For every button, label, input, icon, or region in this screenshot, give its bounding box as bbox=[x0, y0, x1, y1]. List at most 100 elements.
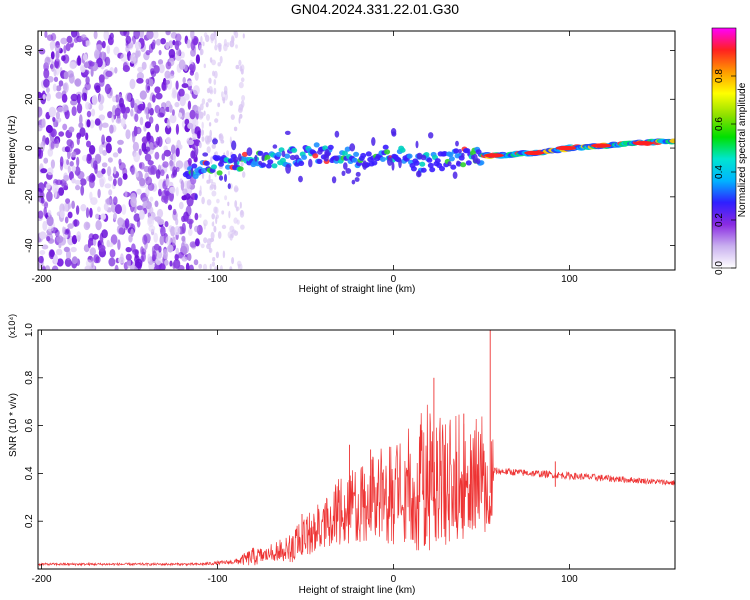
noise-blob bbox=[48, 106, 56, 118]
ridge-blob bbox=[272, 144, 278, 149]
noise-blob bbox=[198, 141, 202, 149]
noise-blob bbox=[101, 134, 105, 145]
noise-blob bbox=[98, 144, 103, 155]
noise-blob bbox=[38, 262, 41, 270]
noise-blob bbox=[166, 118, 171, 129]
noise-blob bbox=[214, 266, 218, 270]
noise-blob bbox=[203, 237, 208, 244]
noise-blob bbox=[153, 232, 158, 243]
noise-blob bbox=[46, 215, 54, 227]
noise-blob bbox=[50, 61, 55, 72]
noise-blob bbox=[175, 33, 182, 42]
ridge-blob bbox=[202, 152, 209, 157]
noise-blob bbox=[170, 144, 176, 155]
noise-blob bbox=[97, 188, 101, 199]
noise-blob bbox=[117, 147, 122, 154]
noise-blob bbox=[213, 225, 217, 233]
noise-blob bbox=[47, 226, 54, 232]
noise-blob bbox=[195, 106, 202, 114]
noise-blob bbox=[50, 141, 55, 150]
noise-blob bbox=[119, 97, 124, 108]
noise-blob bbox=[60, 37, 68, 45]
noise-blob bbox=[230, 114, 235, 120]
noise-blob bbox=[169, 159, 174, 167]
noise-blob bbox=[41, 118, 46, 128]
noise-blob bbox=[175, 147, 180, 157]
noise-blob bbox=[234, 200, 238, 208]
noise-blob bbox=[233, 126, 238, 132]
noise-blob bbox=[58, 131, 65, 137]
noise-blob bbox=[113, 46, 120, 56]
noise-blob bbox=[169, 191, 174, 202]
noise-blob bbox=[235, 64, 240, 70]
noise-blob bbox=[144, 106, 149, 115]
snr-x-label: Height of straight line (km) bbox=[299, 585, 416, 596]
noise-blob bbox=[205, 140, 210, 145]
noise-blob bbox=[144, 146, 151, 152]
spectrogram-frame bbox=[37, 30, 676, 271]
noise-blob bbox=[155, 123, 160, 133]
noise-blob bbox=[206, 146, 211, 154]
noise-blob bbox=[143, 200, 148, 207]
noise-blob bbox=[240, 224, 245, 230]
ridge-blob bbox=[439, 166, 445, 172]
noise-blob bbox=[185, 205, 192, 217]
noise-blob bbox=[108, 175, 113, 182]
noise-blob bbox=[154, 86, 161, 94]
ridge-blob bbox=[669, 138, 675, 144]
noise-blob bbox=[66, 159, 70, 166]
noise-blob bbox=[181, 256, 188, 262]
ridge-blob bbox=[271, 163, 278, 169]
noise-blob bbox=[208, 122, 212, 127]
spectrogram-y-tick-label: 40 bbox=[24, 45, 35, 57]
noise-blob bbox=[71, 235, 78, 245]
noise-blob bbox=[115, 118, 122, 124]
noise-blob bbox=[189, 109, 196, 120]
noise-blob bbox=[182, 188, 188, 195]
noise-blob bbox=[130, 164, 135, 176]
ridge-blob bbox=[420, 167, 427, 173]
noise-blob bbox=[107, 111, 113, 119]
noise-blob bbox=[229, 225, 235, 233]
snr-x-tick-label: -100 bbox=[207, 574, 227, 585]
noise-blob bbox=[180, 51, 185, 59]
ridge-blob bbox=[399, 147, 406, 153]
noise-blob bbox=[187, 122, 194, 129]
noise-blob bbox=[47, 167, 54, 176]
spectrogram-noise-layer bbox=[38, 31, 246, 270]
noise-blob bbox=[68, 126, 75, 133]
noise-blob bbox=[76, 136, 80, 146]
noise-blob bbox=[103, 31, 110, 41]
ridge-blob bbox=[233, 156, 239, 163]
noise-blob bbox=[138, 148, 142, 156]
noise-blob bbox=[152, 31, 159, 39]
noise-blob bbox=[181, 195, 187, 201]
noise-blob bbox=[136, 188, 142, 195]
snr-y-label: SNR (10 * v/v) bbox=[8, 393, 19, 457]
noise-blob bbox=[206, 87, 210, 94]
noise-blob bbox=[85, 76, 90, 85]
noise-blob bbox=[43, 78, 50, 88]
noise-blob bbox=[54, 44, 61, 53]
ridge-blob bbox=[312, 153, 319, 159]
noise-blob bbox=[100, 51, 106, 60]
noise-blob bbox=[186, 39, 191, 49]
noise-blob bbox=[147, 160, 154, 166]
noise-blob bbox=[62, 123, 68, 131]
snr-y-tick-label: 0.8 bbox=[24, 370, 35, 384]
noise-blob bbox=[192, 133, 198, 139]
ridge-blob bbox=[237, 166, 244, 172]
noise-blob bbox=[201, 129, 204, 137]
noise-blob bbox=[169, 114, 177, 124]
noise-blob bbox=[190, 150, 196, 159]
ridge-blob bbox=[313, 142, 320, 148]
noise-blob bbox=[55, 85, 62, 92]
noise-blob bbox=[216, 111, 220, 117]
noise-blob bbox=[169, 260, 173, 267]
noise-blob bbox=[103, 202, 109, 211]
noise-blob bbox=[94, 49, 100, 60]
noise-blob bbox=[240, 64, 245, 72]
noise-blob bbox=[190, 31, 195, 40]
noise-blob bbox=[98, 74, 105, 83]
noise-blob bbox=[199, 103, 204, 111]
